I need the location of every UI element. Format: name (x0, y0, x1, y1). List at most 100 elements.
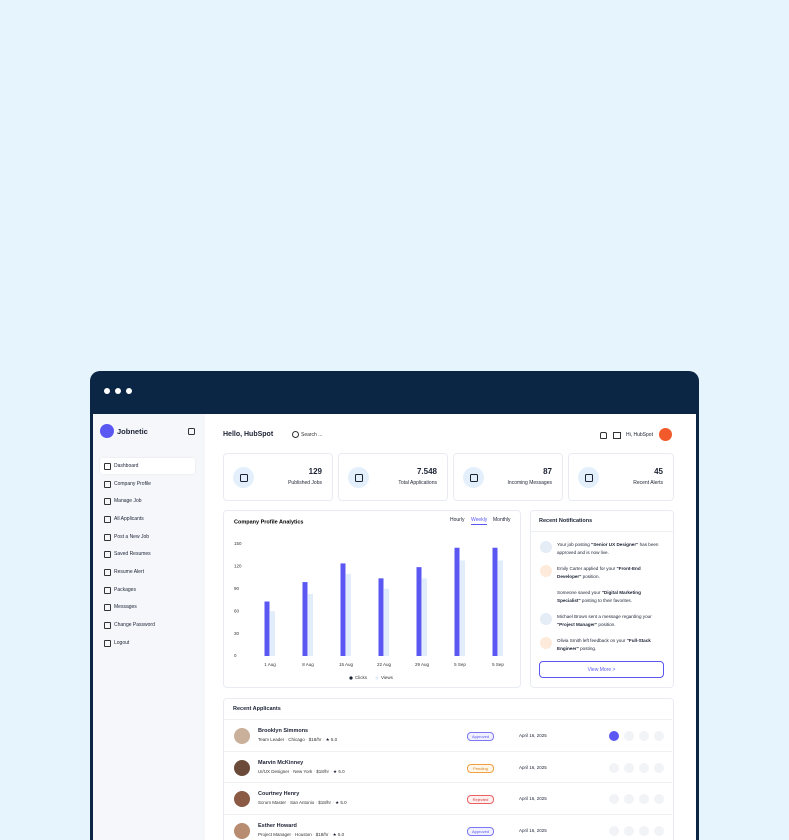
menu-item[interactable]: Company Profile (100, 476, 195, 492)
status-badge: Rejected (467, 795, 494, 805)
bar (308, 594, 313, 656)
chart: Company Profile Analytics 0 30 60 90 120 150 1… (234, 519, 504, 680)
menu-label: Saved Resumes (114, 551, 151, 558)
menu-label: Post a New Job (114, 533, 150, 540)
action-button[interactable] (654, 762, 664, 773)
collapse-button[interactable] (188, 428, 195, 435)
x-tick-label: 8 Aug (302, 662, 314, 667)
x-tick-label: 22 Aug (377, 662, 392, 667)
menu-icon (104, 568, 111, 576)
applicant-row: Courtney Henry Scrum MasterSan Antonio$18… (224, 782, 672, 815)
action-button[interactable] (654, 826, 664, 837)
menu-icon (104, 480, 111, 488)
menu-item[interactable]: Manage Job (100, 493, 195, 509)
menu-item[interactable]: Resume Alert (100, 564, 195, 580)
action-button[interactable] (639, 762, 649, 773)
status-badge: Approved (467, 827, 494, 837)
applicant-date: April 16, 2025 (519, 796, 547, 802)
applicant-name: Courtney Henry (258, 791, 300, 798)
applicant-role: UI/UX Designer (258, 768, 290, 774)
menu-item[interactable]: Post a New Job (100, 529, 195, 545)
avatar (234, 759, 250, 776)
applicant-details: Project ManagerHouston$18/hr★ 5.0 (258, 832, 344, 838)
applicant-location: San Antonio (286, 800, 314, 805)
action-button[interactable] (624, 826, 634, 837)
action-button[interactable] (624, 731, 634, 741)
applicant-rating: 5.0 (340, 800, 347, 806)
menu-item[interactable]: All Applicants (100, 511, 195, 527)
bar (492, 547, 498, 656)
action-button[interactable] (609, 762, 619, 773)
chart-tab[interactable]: Hourly (450, 517, 465, 523)
search-input[interactable]: Search ... (301, 432, 323, 438)
applicant-rate: $18/hr (312, 769, 329, 774)
analytics-card: Company Profile Analytics 0 30 60 90 120 150 1… (223, 510, 521, 688)
action-button[interactable] (624, 762, 634, 773)
status-badge: Pending (467, 763, 494, 773)
applicant-details: Team LeaderChicago$18/hr★ 5.0 (258, 737, 337, 743)
action-button[interactable] (609, 794, 619, 805)
star-icon: ★ (331, 800, 340, 805)
menu-label: Logout (114, 639, 130, 646)
y-tick-label: 0 (234, 653, 237, 658)
applicant-details: Scrum MasterSan Antonio$18/hr★ 5.0 (258, 800, 347, 806)
avatar-button[interactable] (659, 428, 672, 441)
stat-value: 87 (543, 467, 552, 476)
y-tick-label: 30 (234, 631, 240, 636)
bar (270, 611, 275, 656)
bar (378, 578, 384, 656)
x-tick-label: 29 Aug (415, 662, 430, 667)
action-button[interactable] (609, 826, 619, 837)
action-button[interactable] (639, 794, 649, 805)
menu-item[interactable]: Change Password (100, 617, 195, 633)
notification-icon (540, 637, 552, 649)
action-button[interactable] (639, 731, 649, 741)
stat-label: Published Jobs (288, 480, 322, 486)
menu-item[interactable]: Messages (100, 599, 195, 615)
y-tick-label: 90 (234, 586, 240, 591)
action-button[interactable] (654, 794, 664, 805)
applicant-rating: 5.0 (338, 768, 345, 774)
search-icon (292, 431, 299, 438)
menu-item[interactable]: Logout (100, 635, 195, 651)
action-button[interactable] (624, 794, 634, 805)
bar (346, 573, 351, 656)
applicant-role: Project Manager (258, 832, 292, 838)
menu-item[interactable]: Packages (100, 582, 195, 598)
notification-text: has been approved and is now live. (557, 542, 659, 555)
menu-icon (104, 621, 111, 629)
applicant-location: Chicago (284, 737, 305, 742)
mail-icon[interactable] (613, 432, 621, 439)
menu-icon (104, 515, 111, 523)
chart-tab[interactable]: Monthly (493, 517, 511, 523)
menu-label: Dashboard (114, 463, 139, 469)
chart-tab[interactable]: Weekly (471, 517, 488, 525)
applicant-row: Brooklyn Simmons Team LeaderChicago$18/hr… (224, 719, 672, 752)
avatar (234, 728, 250, 744)
applicant-date: April 16, 2025 (519, 733, 547, 738)
action-button[interactable] (639, 826, 649, 837)
applicant-date: April 16, 2025 (519, 764, 547, 770)
view-more-button[interactable]: View More > (539, 661, 664, 678)
notification-text: position. (597, 621, 616, 627)
stat-label: Incoming Messages (507, 480, 552, 486)
menu-item[interactable]: Saved Resumes (100, 546, 195, 562)
menu-item[interactable]: Dashboard (100, 458, 195, 474)
notification-icon (540, 613, 552, 625)
action-button[interactable] (609, 731, 619, 741)
notification: Olivia Smith left feedback on your "Full… (539, 637, 665, 652)
stat-icon (348, 467, 369, 488)
notification-text: posting to their favorites. (580, 597, 632, 603)
menu-icon (104, 498, 111, 506)
y-tick-label: 60 (234, 608, 240, 613)
notification-text: Your job posting (557, 542, 592, 547)
action-button[interactable] (654, 731, 664, 741)
stat-card: 7.548 Total Applications (338, 453, 448, 501)
applicant-role: Team Leader (258, 737, 285, 742)
applicant-rate: $18/hr (312, 832, 329, 837)
menu-icon (104, 604, 111, 612)
notifications-card (530, 510, 674, 688)
stat-value: 45 (654, 467, 663, 476)
avatar (234, 823, 250, 840)
bell-icon[interactable] (600, 432, 607, 439)
